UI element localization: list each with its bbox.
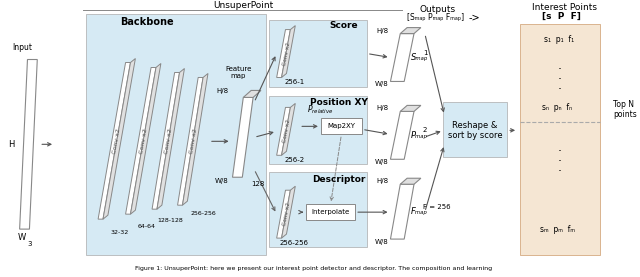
Polygon shape — [131, 63, 161, 214]
Text: 2: 2 — [423, 127, 428, 133]
Polygon shape — [182, 73, 208, 205]
Text: ->: -> — [468, 13, 479, 23]
Text: .: . — [557, 161, 561, 174]
FancyBboxPatch shape — [269, 96, 367, 164]
Polygon shape — [20, 60, 37, 229]
Text: H/8: H/8 — [376, 105, 388, 111]
Polygon shape — [282, 25, 295, 78]
Text: 256-256: 256-256 — [280, 240, 309, 246]
Polygon shape — [276, 30, 291, 78]
Polygon shape — [157, 68, 184, 209]
Polygon shape — [152, 73, 180, 209]
Text: H/8: H/8 — [376, 28, 388, 34]
Text: F = 256: F = 256 — [423, 204, 451, 210]
Polygon shape — [98, 63, 131, 219]
Text: Map2XY: Map2XY — [328, 123, 355, 129]
Text: Figure 1: UnsuperPoint: here we present our interest point detector and descript: Figure 1: UnsuperPoint: here we present … — [136, 266, 493, 271]
Text: H/8: H/8 — [376, 178, 388, 184]
Text: Interest Points: Interest Points — [532, 3, 596, 12]
Text: Interpolate: Interpolate — [312, 209, 349, 215]
FancyBboxPatch shape — [306, 204, 355, 220]
FancyBboxPatch shape — [520, 24, 600, 255]
Text: H/8: H/8 — [216, 88, 228, 94]
Text: W: W — [17, 233, 26, 242]
Text: UnsuperPoint: UnsuperPoint — [213, 1, 273, 10]
Text: Conv x2: Conv x2 — [189, 128, 198, 155]
Text: .: . — [557, 79, 561, 92]
Text: Input: Input — [12, 43, 32, 52]
Text: sₘ  pₘ  fₘ: sₘ pₘ fₘ — [540, 225, 575, 234]
FancyBboxPatch shape — [269, 172, 367, 247]
Polygon shape — [232, 98, 253, 177]
Text: W/8: W/8 — [375, 239, 388, 245]
FancyBboxPatch shape — [86, 14, 266, 255]
Text: 256-2: 256-2 — [284, 157, 305, 163]
Polygon shape — [125, 68, 156, 214]
Polygon shape — [103, 58, 136, 219]
Polygon shape — [390, 111, 414, 159]
Text: Reshape &
sort by score: Reshape & sort by score — [447, 121, 502, 140]
Text: s₁  p₁  f₁: s₁ p₁ f₁ — [544, 35, 574, 44]
Polygon shape — [282, 103, 295, 155]
Text: sₙ  pₙ  fₙ: sₙ pₙ fₙ — [542, 103, 572, 112]
Text: [s  P  F]: [s P F] — [541, 12, 580, 21]
Text: 128-128: 128-128 — [158, 218, 184, 223]
FancyBboxPatch shape — [269, 20, 367, 88]
Polygon shape — [390, 184, 414, 239]
Text: Descriptor: Descriptor — [312, 175, 365, 184]
Polygon shape — [400, 178, 421, 184]
Text: Sₘₐₚ: Sₘₐₚ — [411, 53, 429, 62]
Text: Top N
points: Top N points — [613, 100, 637, 119]
Text: Conv x2: Conv x2 — [113, 128, 122, 154]
Text: W/8: W/8 — [375, 81, 388, 88]
Text: .: . — [557, 151, 561, 164]
Text: Position XY: Position XY — [310, 98, 367, 107]
Text: Conv x2: Conv x2 — [282, 119, 291, 143]
Text: Outputs: Outputs — [419, 5, 456, 14]
Text: Pₘₐₚ: Pₘₐₚ — [411, 131, 428, 140]
Polygon shape — [400, 106, 421, 111]
Text: [Sₘₐₚ Pₘₐₚ Fₘₐₚ]: [Sₘₐₚ Pₘₐₚ Fₘₐₚ] — [407, 13, 464, 22]
Text: 256-256: 256-256 — [190, 211, 216, 216]
Polygon shape — [177, 78, 203, 205]
Text: Conv x2: Conv x2 — [164, 128, 173, 154]
Text: 64-64: 64-64 — [137, 224, 155, 229]
Text: 1: 1 — [423, 50, 428, 55]
Text: Conv x2: Conv x2 — [282, 202, 291, 226]
Text: .: . — [557, 69, 561, 82]
Polygon shape — [400, 28, 421, 34]
Text: Score: Score — [329, 21, 358, 30]
Text: H: H — [8, 140, 14, 149]
Text: Conv x2: Conv x2 — [282, 41, 291, 66]
FancyBboxPatch shape — [321, 118, 362, 134]
Polygon shape — [282, 186, 295, 238]
Text: 32-32: 32-32 — [111, 230, 129, 235]
Polygon shape — [276, 190, 291, 238]
Text: Conv x2: Conv x2 — [139, 128, 148, 154]
Text: 3: 3 — [27, 241, 32, 247]
Text: 256-1: 256-1 — [284, 79, 305, 86]
Text: W/8: W/8 — [215, 178, 228, 184]
Polygon shape — [276, 107, 291, 155]
Text: Backbone: Backbone — [120, 17, 174, 27]
Text: .: . — [557, 141, 561, 154]
Text: Fₘₐₚ: Fₘₐₚ — [411, 207, 428, 216]
Text: 128: 128 — [252, 181, 265, 187]
Text: .: . — [557, 59, 561, 72]
Text: $\mathit{P}_{relative}$: $\mathit{P}_{relative}$ — [307, 103, 333, 116]
Polygon shape — [243, 90, 261, 98]
Polygon shape — [390, 34, 414, 81]
Text: W/8: W/8 — [375, 159, 388, 165]
Text: Feature
map: Feature map — [225, 66, 252, 79]
FancyBboxPatch shape — [444, 102, 508, 157]
